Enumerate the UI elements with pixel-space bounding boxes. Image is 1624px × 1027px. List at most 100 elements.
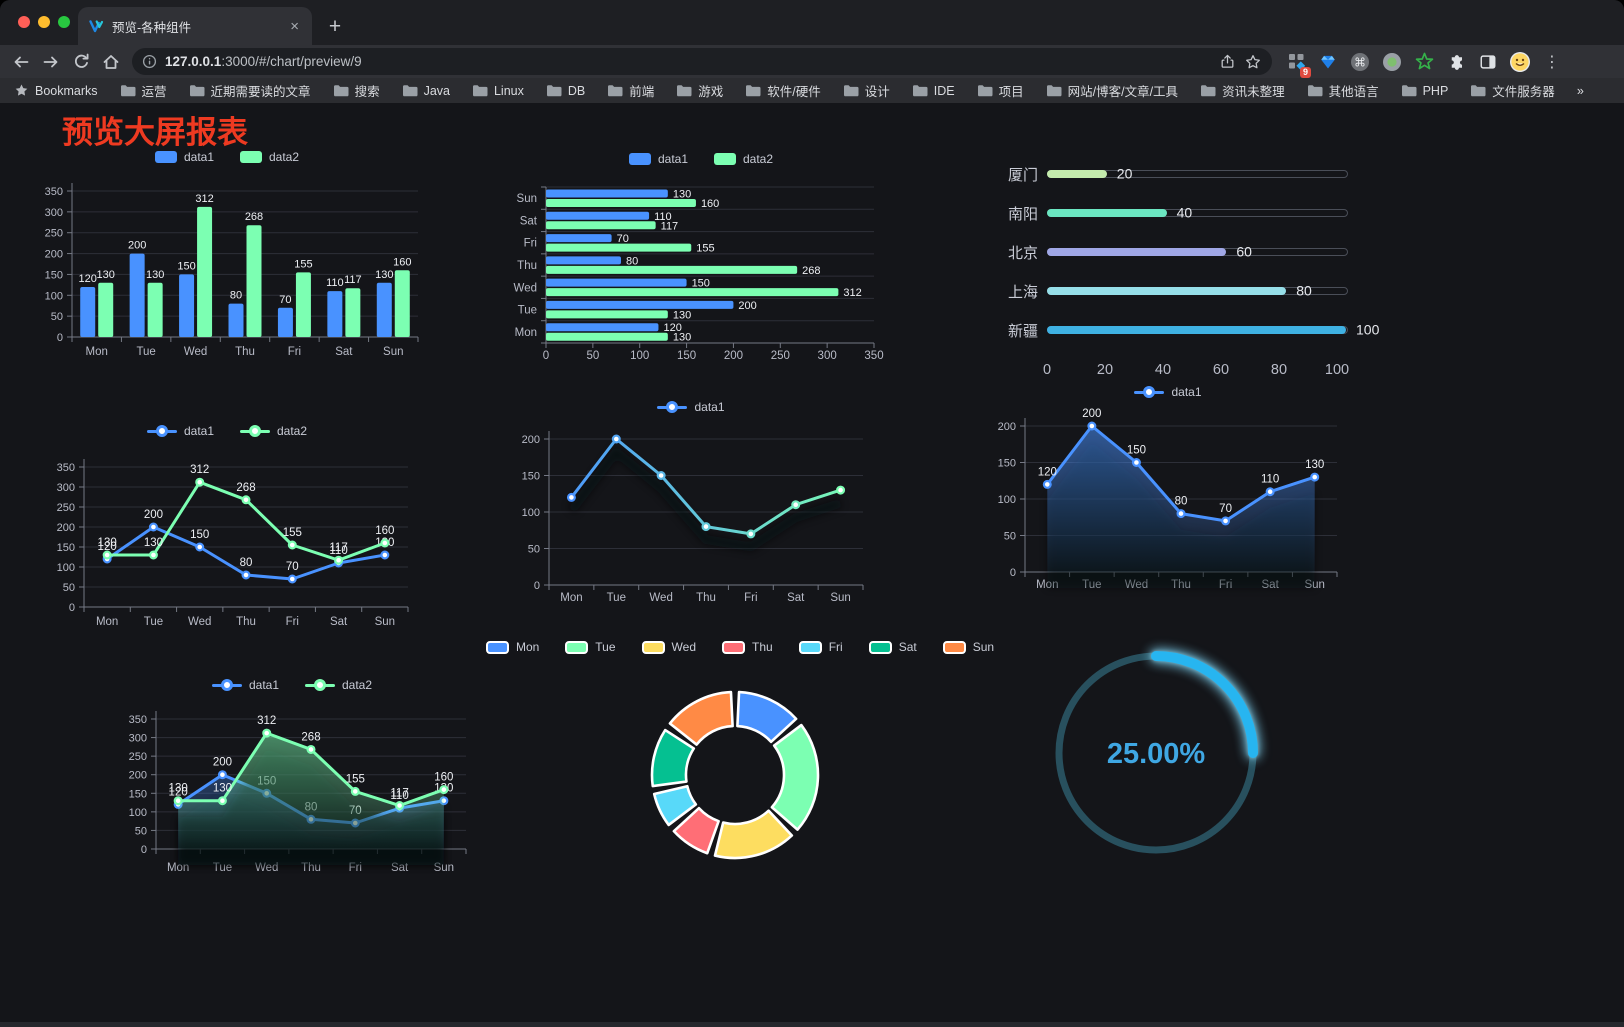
- bookmark-folder[interactable]: 近期需要读的文章: [189, 81, 311, 100]
- bookmark-folder[interactable]: DB: [546, 84, 585, 98]
- back-icon[interactable]: [6, 48, 36, 76]
- legend-item[interactable]: data1: [657, 400, 725, 414]
- legend-item[interactable]: Sun: [942, 640, 994, 654]
- window-minimize-button[interactable]: [38, 16, 50, 28]
- browser-tab[interactable]: 预览-各种组件 ×: [78, 7, 312, 45]
- svg-text:117: 117: [661, 220, 679, 232]
- legend-item[interactable]: data1: [146, 424, 214, 438]
- svg-text:200: 200: [57, 522, 75, 534]
- progress-fill: [1047, 287, 1287, 295]
- progress-row: 南阳 40: [992, 203, 1348, 223]
- bookmark-folder[interactable]: 项目: [977, 81, 1024, 100]
- legend-item[interactable]: data1: [628, 152, 688, 166]
- progress-track: 20: [1047, 165, 1348, 181]
- bookmark-label: DB: [567, 83, 586, 98]
- legend-item[interactable]: Tue: [565, 640, 616, 654]
- legend-item[interactable]: data2: [240, 424, 307, 438]
- svg-text:120: 120: [663, 322, 681, 334]
- progress-row: 上海 80: [992, 281, 1348, 301]
- page-title: 预览大屏报表: [62, 115, 248, 150]
- svg-text:Sat: Sat: [330, 616, 348, 628]
- bookmarks-manager-button[interactable]: Bookmarks: [14, 83, 98, 98]
- horizontal-bar-chart: data1 data2 0 50 100 150 200 250 300 350 Sun Sat Fri…: [500, 151, 902, 365]
- legend-item[interactable]: data1: [154, 150, 214, 164]
- bookmark-folder[interactable]: 设计: [843, 81, 890, 100]
- svg-text:200: 200: [522, 434, 540, 446]
- svg-text:80: 80: [1175, 496, 1188, 508]
- bookmark-folder[interactable]: Linux: [472, 84, 524, 98]
- bookmark-folder[interactable]: 运营: [120, 81, 167, 100]
- bookmark-label: Java: [423, 83, 450, 98]
- legend-item[interactable]: Fri: [798, 640, 843, 654]
- svg-text:200: 200: [129, 770, 147, 782]
- bookmark-folder[interactable]: 文件服务器: [1470, 81, 1555, 100]
- legend-item[interactable]: data1: [211, 678, 279, 692]
- progress-fill: [1047, 248, 1227, 256]
- address-bar[interactable]: 127.0.0.1:3000/#/chart/preview/9: [132, 48, 1272, 75]
- gem-extension-icon[interactable]: [1314, 48, 1342, 76]
- pie-slice-Tue: [770, 723, 820, 831]
- svg-text:155: 155: [283, 527, 302, 539]
- legend-item[interactable]: Sat: [868, 640, 917, 654]
- legend-item[interactable]: Thu: [722, 640, 773, 654]
- svg-text:110: 110: [1261, 474, 1279, 486]
- bookmark-folder[interactable]: PHP: [1401, 84, 1448, 98]
- legend-label: Mon: [515, 640, 540, 654]
- bookmark-folder[interactable]: 前端: [607, 81, 654, 100]
- svg-text:150: 150: [190, 529, 209, 541]
- svg-text:200: 200: [213, 757, 232, 769]
- axis-tick-label: 0: [1042, 362, 1052, 378]
- svg-text:0: 0: [1010, 567, 1016, 579]
- url-text: 127.0.0.1:3000/#/chart/preview/9: [165, 54, 1211, 69]
- bookmark-star-icon[interactable]: [1244, 53, 1262, 71]
- bookmark-folder[interactable]: 游戏: [676, 81, 723, 100]
- window-close-button[interactable]: [18, 16, 30, 28]
- bookmarks-overflow-button[interactable]: »: [1576, 83, 1584, 98]
- reload-icon[interactable]: [66, 48, 96, 76]
- bookmark-label: 前端: [629, 85, 655, 99]
- progress-value: 60: [1236, 243, 1252, 260]
- svg-text:110: 110: [329, 545, 347, 557]
- profile-avatar[interactable]: [1506, 48, 1534, 76]
- progress-value: 40: [1176, 204, 1193, 221]
- bookmark-folder[interactable]: Java: [402, 84, 450, 98]
- svg-text:268: 268: [301, 731, 320, 743]
- bookmark-folder[interactable]: 资讯未整理: [1200, 81, 1285, 100]
- chart-canvas: 25.00%: [1055, 651, 1258, 854]
- recorder-extension-icon[interactable]: [1378, 48, 1406, 76]
- svg-text:Tue: Tue: [144, 616, 163, 628]
- extensions-puzzle-icon[interactable]: [1442, 48, 1470, 76]
- progress-value: 100: [1356, 321, 1380, 338]
- sidebar-toggle-icon[interactable]: [1474, 48, 1502, 76]
- green-star-extension-icon[interactable]: [1410, 48, 1438, 76]
- svg-text:300: 300: [45, 207, 63, 219]
- extension-grid-icon[interactable]: 9: [1282, 48, 1311, 78]
- bookmark-folder[interactable]: 其他语言: [1307, 81, 1379, 100]
- legend-item[interactable]: data2: [240, 150, 299, 164]
- tab-close-icon[interactable]: ×: [290, 17, 299, 35]
- legend-item[interactable]: Mon: [485, 640, 540, 654]
- legend-item[interactable]: data1: [1134, 385, 1202, 399]
- svg-text:50: 50: [63, 582, 75, 594]
- menu-kebab-icon[interactable]: ⋮: [1544, 53, 1560, 71]
- new-tab-button[interactable]: +: [328, 14, 342, 38]
- share-icon[interactable]: [1219, 53, 1236, 70]
- bookmark-folder[interactable]: 搜索: [333, 81, 380, 100]
- legend-item[interactable]: data2: [305, 678, 372, 692]
- bookmark-folder[interactable]: 软件/硬件: [745, 81, 821, 100]
- legend-label: Thu: [752, 640, 773, 654]
- progress-label: 北京: [1007, 244, 1038, 262]
- svg-text:Fri: Fri: [288, 346, 301, 358]
- bookmark-folder[interactable]: 网站/博客/文章/工具: [1046, 81, 1178, 100]
- site-info-icon[interactable]: [142, 54, 157, 69]
- legend-item[interactable]: Wed: [641, 640, 696, 654]
- legend-item[interactable]: data2: [714, 152, 773, 166]
- progress-value: 20: [1116, 165, 1133, 182]
- home-icon[interactable]: [96, 48, 126, 76]
- bookmark-folder[interactable]: IDE: [912, 84, 955, 98]
- command-extension-icon[interactable]: ⌘: [1346, 48, 1374, 76]
- forward-icon[interactable]: [36, 48, 66, 76]
- window-zoom-button[interactable]: [58, 16, 70, 28]
- gradient-line-chart: data1 0 50 100 150 200 Mon Tue Wed Thu Fri Sat Sun: [505, 399, 877, 614]
